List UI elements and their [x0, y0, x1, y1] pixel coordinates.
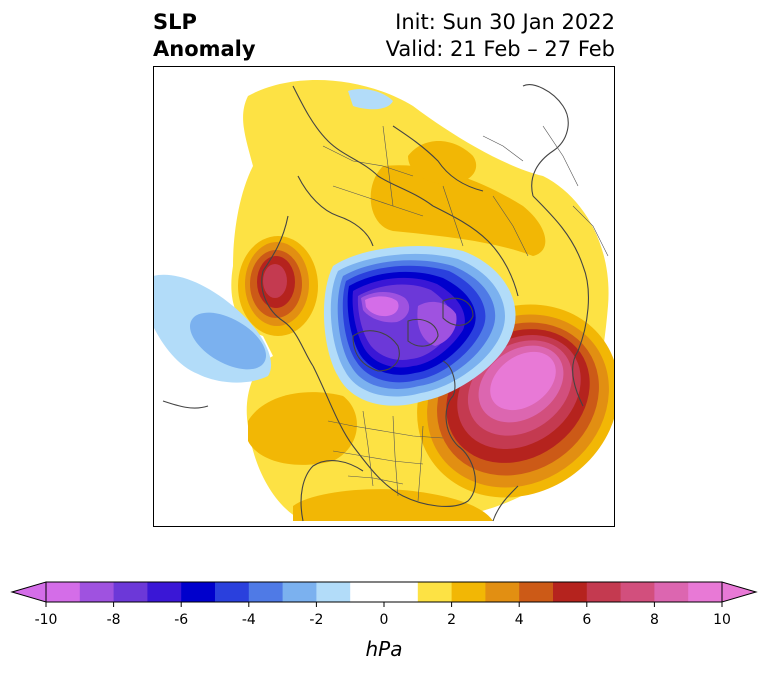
colorbar-cell [553, 582, 588, 602]
colorbar-cell [519, 582, 554, 602]
colorbar-cell [350, 582, 385, 602]
colorbar-cell [46, 582, 81, 602]
init-date: Init: Sun 30 Jan 2022 [395, 10, 615, 34]
colorbar-extend-high [721, 581, 758, 603]
colorbar-tick-label: 6 [582, 612, 591, 628]
colorbar-cell [485, 582, 520, 602]
colorbar-cell [113, 582, 148, 602]
colorbar-tick-label: -8 [107, 612, 121, 628]
colorbar-tick-label: -2 [309, 612, 323, 628]
colorbar-cell [451, 582, 486, 602]
colorbar-tick-label: 0 [380, 612, 389, 628]
colorbar-ticks: -10 -8 -6 -4 -2 0 2 4 6 8 10 [35, 602, 731, 628]
negative-anomaly-north-pacific [153, 89, 393, 383]
colorbar-tick-label: 10 [713, 612, 731, 628]
plot-title-left: SLP Anomaly [153, 9, 256, 63]
valid-dates: Valid: 21 Feb – 27 Feb [385, 37, 615, 61]
anomaly-subtitle: Anomaly [153, 37, 256, 61]
colorbar-cell [316, 582, 351, 602]
colorbar-tick-label: -4 [242, 612, 256, 628]
colorbar-tick-label: -10 [35, 612, 58, 628]
colorbar-cell [181, 582, 216, 602]
colorbar-cells [46, 582, 723, 602]
colorbar-cell [586, 582, 622, 602]
colorbar-tick-label: 2 [447, 612, 456, 628]
colorbar-cell [282, 582, 317, 602]
colorbar-cell [688, 582, 723, 602]
colorbar-unit-label: hPa [366, 637, 403, 661]
colorbar-cell [384, 582, 419, 602]
colorbar-extend-low [10, 581, 47, 603]
colorbar-cell [147, 582, 182, 602]
colorbar-cell [79, 582, 115, 602]
positive-anomaly-bering-sea [238, 236, 318, 336]
coastlines [162, 84, 589, 522]
negative-anomaly-arctic-canada [323, 246, 516, 406]
plot-title-right: Init: Sun 30 Jan 2022 Valid: 21 Feb – 27… [386, 9, 615, 63]
colorbar-cell [654, 582, 689, 602]
political-borders [322, 125, 609, 502]
colorbar: -10 -8 -6 -4 -2 0 2 4 6 8 10 hPa [10, 581, 758, 661]
colorbar-cell [215, 582, 250, 602]
colorbar-cell [620, 582, 655, 602]
colorbar-tick-label: 8 [650, 612, 659, 628]
variable-title: SLP [153, 10, 197, 34]
colorbar-tick-label: -6 [174, 612, 188, 628]
slp-anomaly-map [153, 66, 615, 527]
colorbar-cell [417, 582, 453, 602]
colorbar-cell [248, 582, 284, 602]
colorbar-tick-label: 4 [515, 612, 524, 628]
